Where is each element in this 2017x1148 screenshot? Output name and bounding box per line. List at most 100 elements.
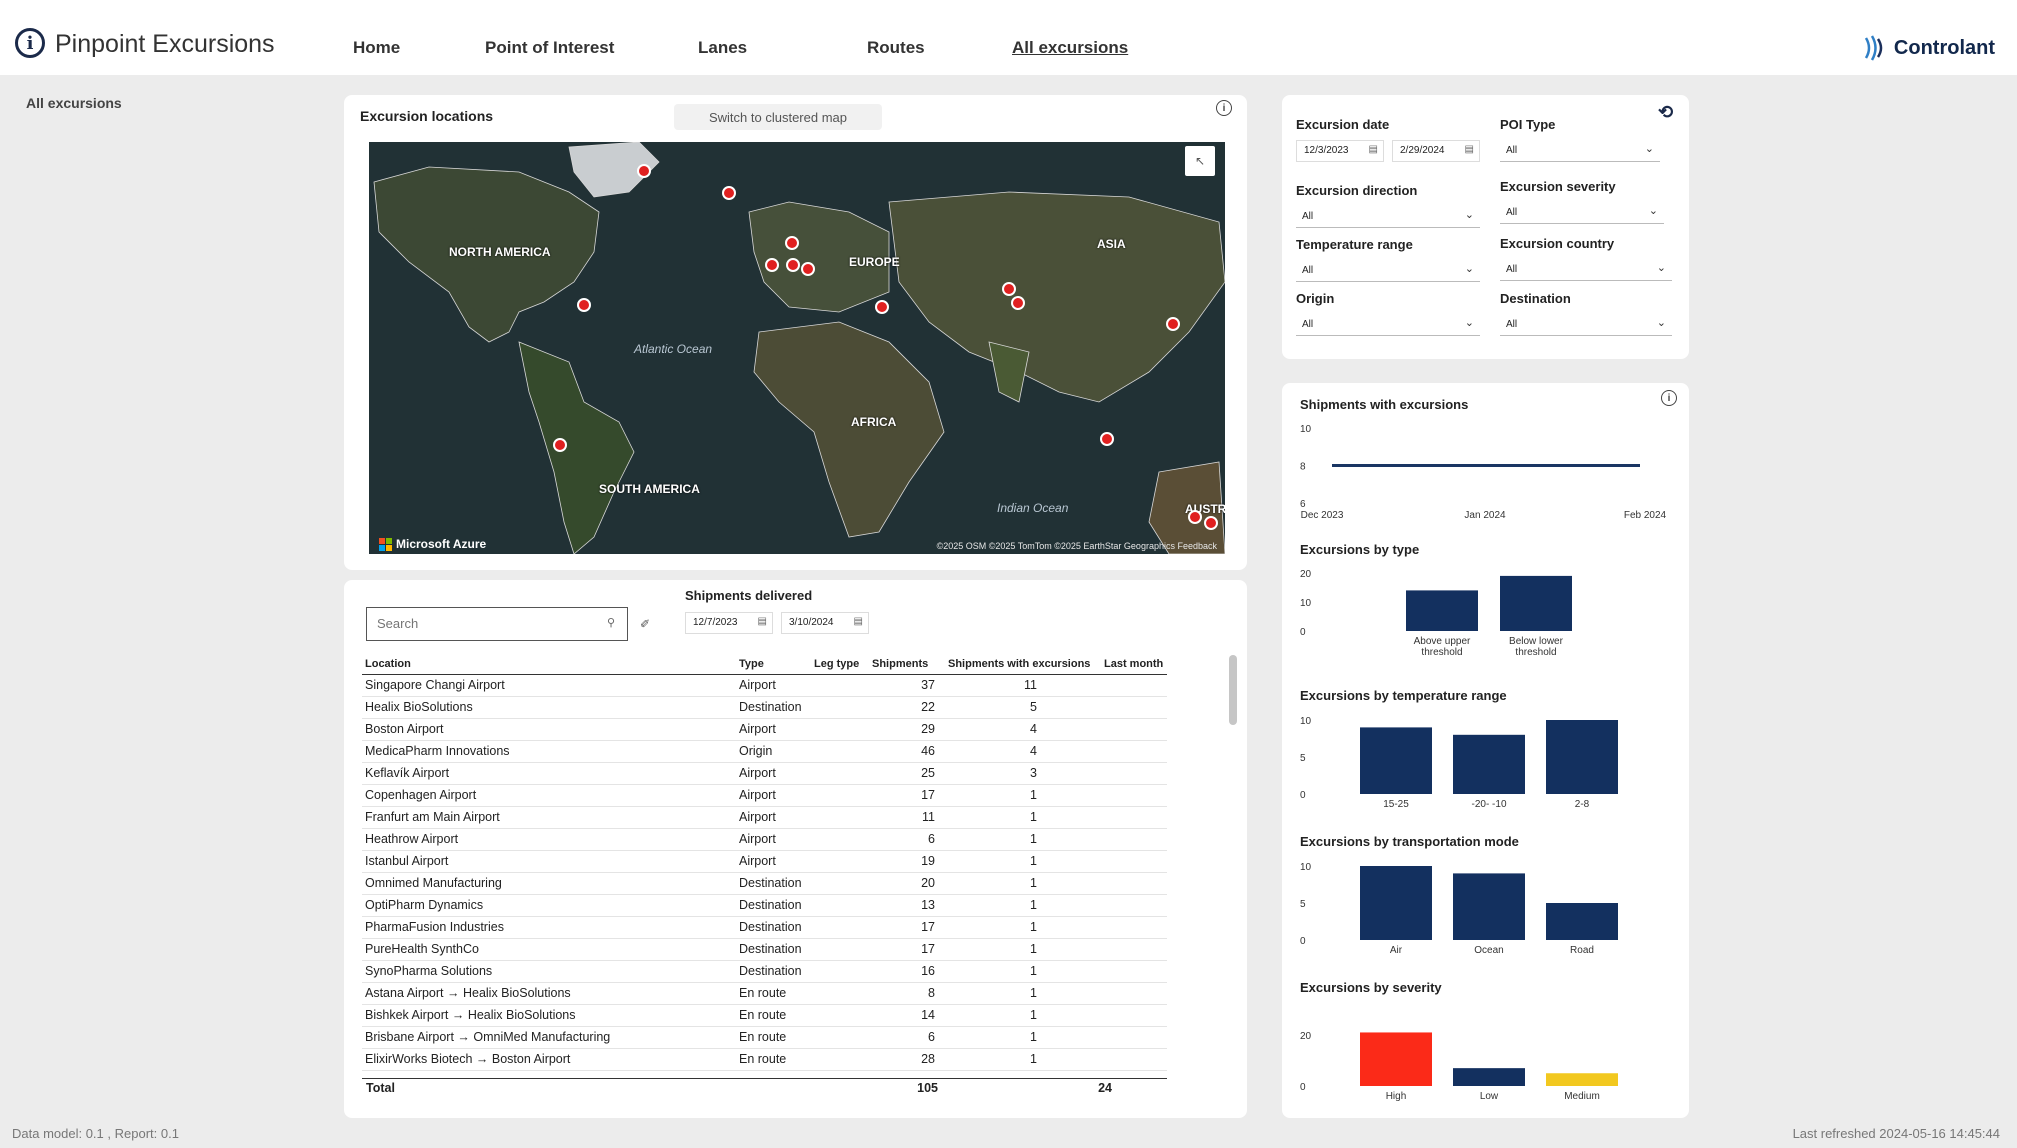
table-row[interactable]: ElixirWorks Biotech → Boston Airport En r… — [362, 1048, 1167, 1071]
table-row[interactable]: Keflavík Airport Airport 25 3 — [362, 762, 1167, 785]
sidebar-all-excursions[interactable]: All excursions — [26, 95, 122, 111]
nav-point-of-interest[interactable]: Point of Interest — [485, 38, 615, 57]
table-row[interactable]: MedicaPharm Innovations Origin 46 4 — [362, 740, 1167, 763]
map-info-icon[interactable]: i — [1216, 100, 1232, 116]
excursion-pin[interactable] — [1011, 296, 1025, 310]
cell-type: Destination — [736, 938, 811, 961]
table-row[interactable]: Bishkek Airport → Healix BioSolutions En … — [362, 1004, 1167, 1027]
y-tick-label: 10 — [1300, 598, 1312, 609]
severity-bar-chart[interactable]: 20 0 High Low Medium — [1290, 1000, 1670, 1106]
excursion-pin[interactable] — [875, 300, 889, 314]
origin-select[interactable]: All ⌄ — [1296, 314, 1480, 336]
col-shipments-with-excursions[interactable]: Shipments with excursions — [948, 657, 1091, 670]
table-row[interactable]: PharmaFusion Industries Destination 17 1 — [362, 916, 1167, 939]
bar — [1453, 1068, 1525, 1086]
nav-all-excursions[interactable]: All excursions — [1012, 38, 1129, 57]
eraser-icon[interactable]: ✐ — [640, 617, 651, 631]
cell-location: MedicaPharm Innovations — [362, 740, 736, 763]
table-date-to-value: 3/10/2024 — [789, 617, 834, 628]
cell-last-month — [1101, 938, 1167, 961]
table-total-row: Total 105 24 — [362, 1078, 1167, 1095]
table-row[interactable]: OptiPharm Dynamics Destination 13 1 — [362, 894, 1167, 917]
category-label: 15-25 — [1383, 799, 1409, 810]
filter-date-to[interactable]: 2/29/2024 ▤ — [1392, 140, 1480, 162]
nav-lanes[interactable]: Lanes — [698, 38, 748, 57]
table-row[interactable]: Copenhagen Airport Airport 17 1 — [362, 784, 1167, 807]
table-row[interactable]: Istanbul Airport Airport 19 1 — [362, 850, 1167, 873]
table-row[interactable]: SynoPharma Solutions Destination 16 1 — [362, 960, 1167, 983]
temperature-range-label: Temperature range — [1296, 237, 1413, 252]
excursion-pin[interactable] — [786, 258, 800, 272]
table-row[interactable]: Brisbane Airport → OmniMed Manufacturing… — [362, 1026, 1167, 1049]
reset-filters-icon[interactable]: ⟲ — [1658, 102, 1674, 122]
cell-type: Airport — [736, 806, 811, 829]
shipments-table-scroll[interactable]: Location Type Leg type Shipments Shipmen… — [362, 654, 1167, 1078]
cell-location: PharmaFusion Industries — [362, 916, 736, 939]
switch-clustered-map-button[interactable]: Switch to clustered map — [674, 104, 882, 130]
nav-home[interactable]: Home — [353, 38, 401, 57]
table-row[interactable]: Healix BioSolutions Destination 22 5 — [362, 696, 1167, 719]
temperature-bar-chart[interactable]: 10 5 0 15-25 -20- -10 2-8 — [1290, 710, 1670, 814]
category-label: Medium — [1564, 1091, 1600, 1102]
excursion-pin[interactable] — [637, 164, 651, 178]
excursion-pin[interactable] — [1188, 510, 1202, 524]
excursion-pin[interactable] — [765, 258, 779, 272]
col-shipments[interactable]: Shipments — [872, 657, 929, 670]
search-input[interactable] — [367, 608, 587, 638]
excursion-pin[interactable] — [1204, 516, 1218, 530]
temperature-range-select[interactable]: All ⌄ — [1296, 260, 1480, 282]
excursion-direction-select[interactable]: All ⌄ — [1296, 206, 1480, 228]
cell-shipments: 17 — [869, 784, 945, 807]
table-header-row: Location Type Leg type Shipments Shipmen… — [362, 654, 1167, 674]
table-row[interactable]: Omnimed Manufacturing Destination 20 1 — [362, 872, 1167, 895]
cell-leg-type — [811, 1004, 869, 1027]
excursion-pin[interactable] — [1166, 317, 1180, 331]
excursion-pin[interactable] — [801, 262, 815, 276]
calendar-icon[interactable]: ▤ — [853, 616, 863, 627]
calendar-icon[interactable]: ▤ — [757, 616, 767, 627]
table-date-from[interactable]: 12/7/2023 ▤ — [685, 612, 773, 634]
col-last-month[interactable]: Last month — [1104, 657, 1164, 670]
excursion-pin[interactable] — [785, 236, 799, 250]
cell-excursions: 1 — [945, 916, 1101, 939]
transport-mode-bar-chart[interactable]: 10 5 0 Air Ocean Road — [1290, 856, 1670, 960]
table-row[interactable]: Heathrow Airport Airport 6 1 — [362, 828, 1167, 851]
col-leg-type[interactable]: Leg type — [814, 657, 860, 670]
excursion-pin[interactable] — [577, 298, 591, 312]
table-date-to[interactable]: 3/10/2024 ▤ — [781, 612, 869, 634]
excursion-pin[interactable] — [1002, 282, 1016, 296]
origin-label: Origin — [1296, 291, 1335, 306]
excursion-pin[interactable] — [722, 186, 736, 200]
table-scrollbar[interactable] — [1229, 655, 1237, 725]
table-row[interactable]: Boston Airport Airport 29 4 — [362, 718, 1167, 741]
cell-shipments: 6 — [869, 1026, 945, 1049]
poi-type-select[interactable]: All ⌄ — [1500, 140, 1660, 162]
excursion-severity-select[interactable]: All ⌄ — [1500, 202, 1664, 224]
excursion-pin[interactable] — [1100, 432, 1114, 446]
col-type[interactable]: Type — [739, 657, 764, 670]
map-provider: Microsoft Azure — [379, 537, 486, 551]
bar — [1500, 575, 1572, 631]
table-row[interactable]: Singapore Changi Airport Airport 37 11 — [362, 674, 1167, 697]
table-row[interactable]: Franfurt am Main Airport Airport 11 1 — [362, 806, 1167, 829]
excursion-map[interactable]: NORTH AMERICA EUROPE ASIA AFRICA SOUTH A… — [369, 142, 1225, 554]
table-row[interactable]: Astana Airport → Healix BioSolutions En r… — [362, 982, 1167, 1005]
destination-select[interactable]: All ⌄ — [1500, 314, 1672, 336]
search-box[interactable]: ⚲ — [366, 607, 628, 641]
col-location[interactable]: Location — [365, 657, 411, 670]
calendar-icon[interactable]: ▤ — [1464, 144, 1474, 155]
charts-info-icon[interactable]: i — [1661, 390, 1677, 406]
excursion-country-select[interactable]: All ⌄ — [1500, 259, 1672, 281]
total-shipments: 105 — [917, 1081, 938, 1095]
table-row[interactable]: PureHealth SynthCo Destination 17 1 — [362, 938, 1167, 961]
calendar-icon[interactable]: ▤ — [1368, 144, 1378, 155]
cell-last-month — [1101, 916, 1167, 939]
nav-routes[interactable]: Routes — [867, 38, 925, 57]
microsoft-logo-icon — [379, 537, 392, 551]
excursion-country-label: Excursion country — [1500, 236, 1615, 251]
filter-date-from[interactable]: 12/3/2023 ▤ — [1296, 140, 1384, 162]
map-select-tool-icon[interactable]: ↖ — [1185, 146, 1215, 176]
excursion-pin[interactable] — [553, 438, 567, 452]
